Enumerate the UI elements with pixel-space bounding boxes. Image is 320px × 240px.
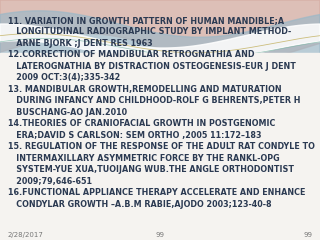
Text: LONGITUDINAL RADIOGRAPHIC STUDY BY IMPLANT METHOD-: LONGITUDINAL RADIOGRAPHIC STUDY BY IMPLA… — [8, 27, 291, 36]
Bar — [0, 53, 320, 240]
Text: BUSCHANG-AO JAN.2010: BUSCHANG-AO JAN.2010 — [8, 108, 127, 117]
Text: 2009;79,646-651: 2009;79,646-651 — [8, 177, 92, 186]
Text: 16.FUNCTIONAL APPLIANCE THERAPY ACCELERATE AND ENHANCE: 16.FUNCTIONAL APPLIANCE THERAPY ACCELERA… — [8, 188, 305, 197]
Text: 11. VARIATION IN GROWTH PATTERN OF HUMAN MANDIBLE;A: 11. VARIATION IN GROWTH PATTERN OF HUMAN… — [8, 16, 284, 25]
Text: 12.CORRECTION OF MANDIBULAR RETROGNATHIA AND: 12.CORRECTION OF MANDIBULAR RETROGNATHIA… — [8, 50, 254, 59]
Polygon shape — [0, 0, 320, 62]
Text: LATEROGNATHIA BY DISTRACTION OSTEOGENESIS-EUR J DENT: LATEROGNATHIA BY DISTRACTION OSTEOGENESI… — [8, 62, 296, 71]
Polygon shape — [0, 11, 320, 82]
Text: 14.THEORIES OF CRANIOFACIAL GROWTH IN POSTGENOMIC: 14.THEORIES OF CRANIOFACIAL GROWTH IN PO… — [8, 119, 276, 128]
Text: DURING INFANCY AND CHILDHOOD-ROLF G BEHRENTS,PETER H: DURING INFANCY AND CHILDHOOD-ROLF G BEHR… — [8, 96, 300, 105]
Text: 99: 99 — [156, 232, 164, 238]
Text: SYSTEM-YUE XUA,TUOIJANG WUB.THE ANGLE ORTHODONTIST: SYSTEM-YUE XUA,TUOIJANG WUB.THE ANGLE OR… — [8, 165, 294, 174]
Polygon shape — [0, 24, 320, 65]
Text: 15. REGULATION OF THE RESPONSE OF THE ADULT RAT CONDYLE TO: 15. REGULATION OF THE RESPONSE OF THE AD… — [8, 142, 315, 151]
Text: 2009 OCT:3(4);335-342: 2009 OCT:3(4);335-342 — [8, 73, 120, 82]
Text: INTERMAXILLARY ASYMMETRIC FORCE BY THE RANKL-OPG: INTERMAXILLARY ASYMMETRIC FORCE BY THE R… — [8, 154, 280, 163]
Text: 13. MANDIBULAR GROWTH,REMODELLING AND MATURATION: 13. MANDIBULAR GROWTH,REMODELLING AND MA… — [8, 85, 282, 94]
Text: CONDYLAR GROWTH –A.B.M RABIE,AJODO 2003;123-40-8: CONDYLAR GROWTH –A.B.M RABIE,AJODO 2003;… — [8, 200, 272, 209]
Text: 2/28/2017: 2/28/2017 — [8, 232, 44, 238]
Text: 99: 99 — [303, 232, 312, 238]
Text: ERA;DAVID S CARLSON: SEM ORTHO ,2005 11:172–183: ERA;DAVID S CARLSON: SEM ORTHO ,2005 11:… — [8, 131, 261, 140]
Text: ARNE BJORK ;J DENT RES 1963: ARNE BJORK ;J DENT RES 1963 — [8, 39, 153, 48]
